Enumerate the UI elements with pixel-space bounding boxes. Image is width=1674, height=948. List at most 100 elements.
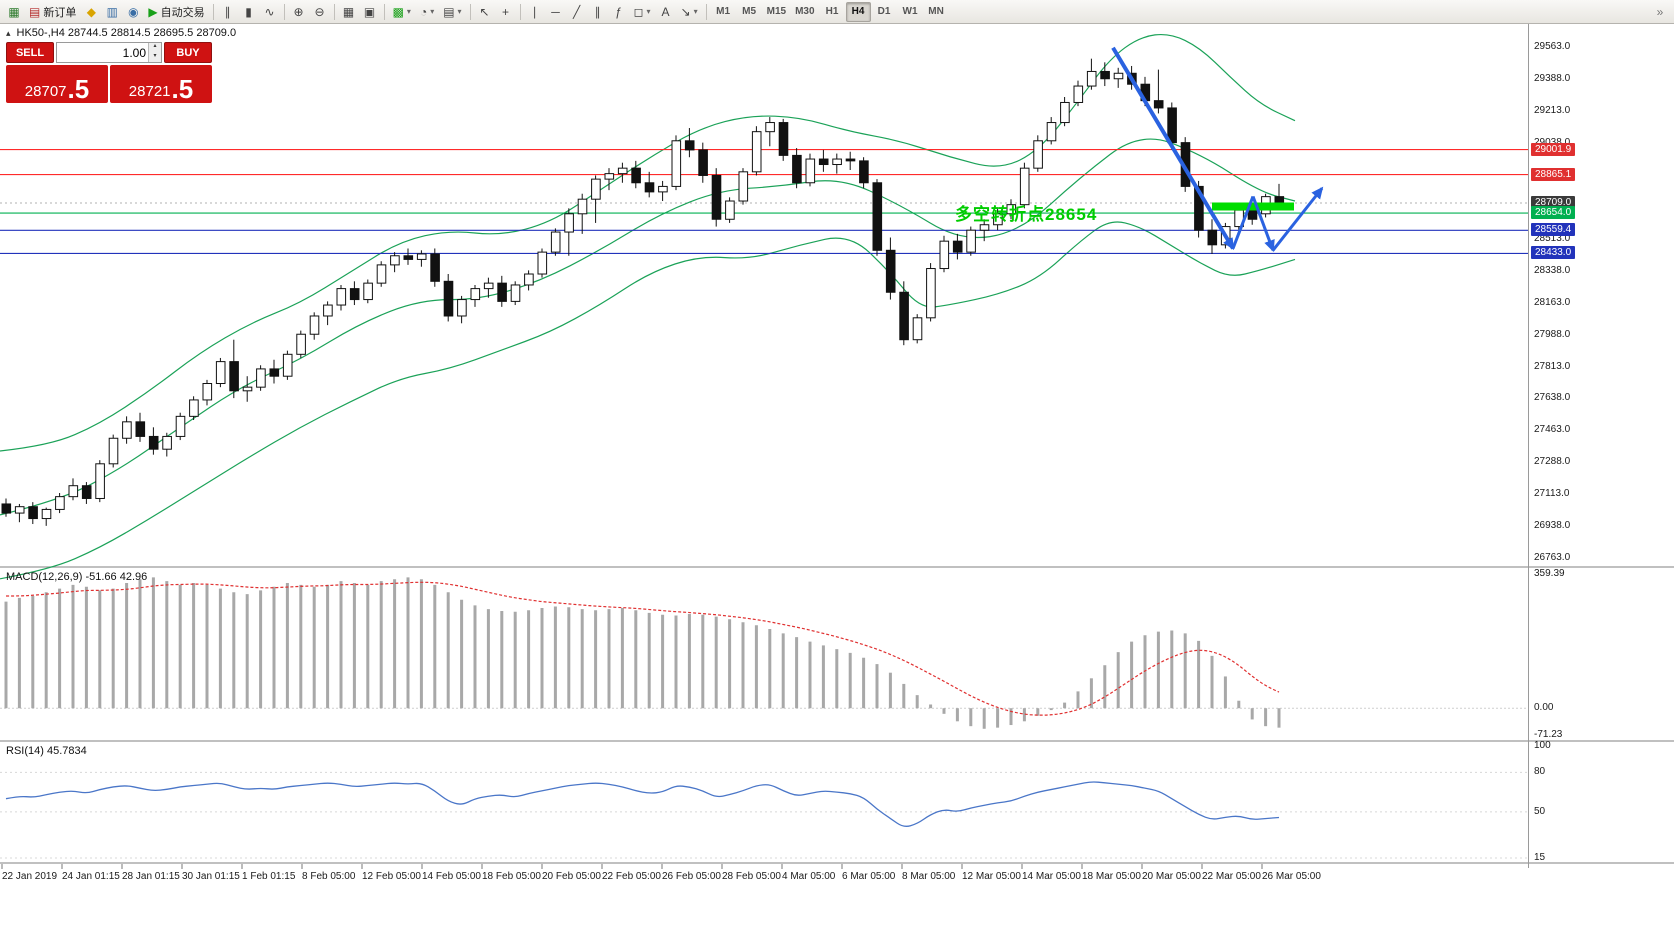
candle (617, 162, 628, 183)
candle (14, 503, 25, 523)
channel-tool[interactable]: ∥ (588, 2, 608, 22)
candle (979, 219, 990, 242)
time-axis-label: 20 Feb 05:00 (542, 871, 601, 882)
candle (202, 379, 213, 406)
sell-price-pips: .5 (67, 73, 90, 104)
candle (390, 252, 400, 273)
auto-arrange-icon[interactable]: ▣ (360, 2, 380, 22)
candle (470, 284, 481, 307)
trend-arrow-down[interactable] (1111, 46, 1235, 251)
candle (537, 248, 548, 278)
rsi-axis-label: 80 (1534, 766, 1546, 778)
candle (81, 482, 92, 504)
one-click-panel-toggle-icon[interactable]: ▴ (6, 27, 11, 38)
toolbar-overflow-icon-glyph: » (1656, 4, 1664, 19)
dropdown-caret-icon[interactable]: ▾ (646, 7, 651, 16)
buy-price-pips: .5 (171, 73, 194, 104)
candle (309, 312, 320, 340)
time-axis-label: 12 Feb 05:00 (362, 871, 421, 882)
text-tool[interactable]: A (656, 2, 676, 22)
candle (765, 117, 775, 147)
shapes-tool-glyph: ◻ (633, 4, 644, 19)
new-order-button[interactable]: ▤ 新订单 (25, 2, 80, 22)
volume-input[interactable] (57, 43, 148, 62)
market-watch-icon[interactable]: ◆ (81, 2, 101, 22)
data-window-icon-glyph: ▥ (106, 4, 119, 19)
profiles-button[interactable]: ◔ ▾ (416, 2, 438, 22)
time-axis-label: 30 Jan 01:15 (182, 871, 240, 882)
volume-down-icon[interactable]: ▾ (149, 52, 161, 62)
timeframe-h1-button[interactable]: H1 (825, 6, 839, 17)
vertical-line-tool[interactable]: ∣ (525, 2, 545, 22)
candle (818, 149, 829, 172)
price-axis-label: 28513.0 (1534, 232, 1571, 244)
candle (751, 126, 762, 176)
bar-chart-icon[interactable]: ∥ (218, 2, 238, 22)
macd-indicator-label: MACD(12,26,9) -51.66 42.96 (6, 571, 148, 583)
templates-button[interactable]: ▤ ▾ (439, 2, 465, 22)
toolbar-overflow-icon[interactable]: » (1650, 2, 1670, 22)
zigzag-arrow-down[interactable] (1251, 195, 1275, 253)
toolbar-separator (212, 3, 214, 20)
candle (41, 507, 52, 526)
price-axis-label: 26763.0 (1534, 552, 1571, 564)
buy-button[interactable]: BUY (164, 42, 212, 63)
line-chart-icon[interactable]: ∿ (260, 2, 280, 22)
time-axis-label: 22 Feb 05:00 (602, 871, 661, 882)
fibonacci-tool[interactable]: ƒ (609, 2, 629, 22)
templates-glyph: ▤ (443, 4, 455, 19)
time-axis-label: 28 Jan 01:15 (122, 871, 180, 882)
crosshair-tool[interactable]: + (496, 2, 516, 22)
candle (550, 228, 561, 256)
autotrade-button[interactable]: ▶ 自动交易 (144, 2, 208, 22)
candle (95, 460, 105, 503)
arrow-tool[interactable]: ↘ ▾ (677, 2, 702, 22)
zoom-in-icon[interactable]: ⊕ (289, 2, 309, 22)
resistance-price-tag-1: 29001.9 (1531, 142, 1576, 156)
shapes-tool[interactable]: ◻ ▾ (630, 2, 655, 22)
timeframe-w1-button[interactable]: W1 (902, 6, 918, 17)
tile-windows-icon[interactable]: ▦ (339, 2, 359, 22)
cursor-tool[interactable]: ↖ (475, 2, 495, 22)
timeframe-h4-button[interactable]: H4 (845, 1, 871, 22)
timeframe-d1-button[interactable]: D1 (877, 6, 891, 17)
candlestick-chart-icon[interactable]: ▮ (239, 2, 259, 22)
candle (1167, 102, 1177, 150)
dropdown-caret-icon[interactable]: ▾ (430, 7, 435, 16)
dropdown-caret-icon[interactable]: ▾ (406, 7, 411, 16)
horizontal-line-tool[interactable]: ─ (546, 2, 566, 22)
trendline-tool[interactable]: ╱ (567, 2, 587, 22)
dropdown-caret-icon[interactable]: ▾ (457, 7, 462, 16)
candle (68, 478, 79, 501)
candle (872, 179, 883, 256)
zigzag-line[interactable] (1231, 195, 1255, 250)
new-chart-button[interactable]: ▩ ▾ (389, 2, 415, 22)
pivot-highlight-band[interactable] (1212, 202, 1294, 211)
timeframe-m5-button[interactable]: M5 (742, 6, 757, 17)
dropdown-caret-icon[interactable]: ▾ (693, 7, 698, 16)
volume-control: ▴ ▾ (56, 42, 162, 63)
candle (269, 359, 280, 384)
candle (122, 416, 132, 444)
price-axis-label: 28338.0 (1534, 264, 1571, 276)
candle (1113, 67, 1124, 88)
sell-price-display[interactable]: 28707 .5 (6, 65, 108, 103)
candle (671, 135, 682, 191)
volume-up-icon[interactable]: ▴ (149, 43, 161, 53)
terminal-icon[interactable]: ▦ (4, 2, 24, 22)
candle (778, 118, 789, 161)
timeframe-m15-button[interactable]: M15 (766, 6, 787, 17)
zigzag-arrow-up[interactable] (1271, 186, 1324, 252)
timeframe-mn-button[interactable]: MN (928, 6, 944, 17)
bollinger-upper-band (0, 33, 1296, 452)
zoom-out-icon[interactable]: ⊖ (310, 2, 330, 22)
timeframe-m1-button[interactable]: M1 (716, 6, 731, 17)
candle (282, 350, 293, 380)
buy-price-display[interactable]: 28721 .5 (110, 65, 212, 103)
data-window-icon[interactable]: ▥ (102, 2, 122, 22)
refresh-icon[interactable]: ◉ (123, 2, 143, 22)
sell-button[interactable]: SELL (6, 42, 54, 63)
price-axis-label: 29388.0 (1534, 73, 1571, 85)
timeframe-m30-button[interactable]: M30 (795, 6, 815, 17)
